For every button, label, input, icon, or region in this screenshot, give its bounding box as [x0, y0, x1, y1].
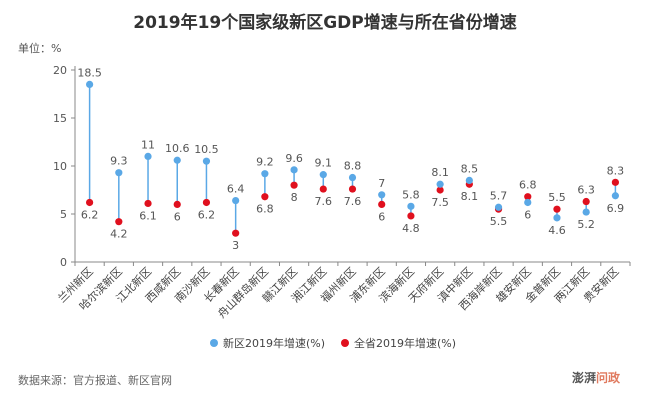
new-district-label-17: 5.2	[577, 218, 595, 231]
new-district-label-14: 5.7	[490, 189, 508, 202]
new-district-dot-0	[86, 80, 94, 88]
new-district-dot-3	[173, 156, 181, 164]
province-label-13: 8.1	[461, 190, 479, 203]
province-label-7: 8	[291, 191, 298, 204]
new-district-label-6: 9.2	[256, 156, 274, 169]
province-label-15: 6.8	[519, 179, 537, 192]
province-dot-9	[348, 185, 357, 193]
watermark-accent: 问政	[596, 371, 621, 385]
new-district-dot-13	[465, 176, 473, 184]
province-dot-12	[436, 186, 444, 194]
province-label-4: 6.2	[198, 208, 216, 221]
y-tick-label-1: 5	[60, 208, 67, 221]
province-label-0: 6.2	[81, 208, 99, 221]
new-district-dot-6	[261, 170, 269, 178]
extra-label-0: 6	[524, 208, 531, 221]
new-district-dot-1	[115, 169, 123, 177]
province-dot-8	[319, 185, 327, 193]
y-tick-label-2: 10	[53, 160, 67, 173]
new-district-dot-11	[407, 202, 415, 210]
province-label-12: 7.5	[431, 196, 449, 209]
new-district-label-13: 8.5	[461, 162, 479, 175]
new-district-dot-9	[348, 173, 357, 182]
province-label-10: 6	[378, 210, 385, 223]
new-district-label-16: 4.6	[548, 224, 566, 237]
new-district-dot-8	[319, 171, 327, 179]
new-district-label-12: 8.1	[431, 166, 449, 179]
watermark-main: 澎湃	[572, 371, 597, 385]
new-district-label-0: 18.5	[77, 66, 102, 79]
new-district-label-8: 9.1	[315, 157, 333, 170]
province-dot-7	[290, 181, 298, 189]
province-dot-11	[407, 212, 415, 220]
province-label-3: 6	[174, 210, 181, 223]
new-district-label-5: 6.4	[227, 183, 245, 196]
legend-province-label: 全省2019年增速(%)	[354, 336, 456, 350]
new-district-label-18: 6.9	[607, 202, 625, 215]
new-district-dot-2	[144, 152, 152, 160]
province-label-18: 8.3	[607, 164, 625, 177]
province-dot-6	[261, 193, 269, 201]
new-district-dot-5	[232, 196, 240, 205]
province-label-17: 6.3	[577, 184, 595, 197]
province-dot-10	[378, 200, 386, 208]
province-label-14: 5.5	[490, 215, 508, 228]
new-district-dot-4	[202, 157, 211, 165]
new-district-label-11: 5.8	[402, 188, 420, 201]
province-label-1: 4.2	[110, 228, 128, 241]
new-district-dot-7	[290, 166, 298, 174]
new-district-dot-18	[611, 192, 619, 200]
province-label-8: 7.6	[315, 195, 333, 208]
legend-new-district-dot	[210, 339, 218, 347]
province-label-9: 7.6	[344, 195, 362, 208]
province-label-5: 3	[232, 239, 239, 252]
province-label-6: 6.8	[256, 203, 274, 216]
province-label-11: 4.8	[402, 222, 420, 235]
legend-new-district-label: 新区2019年增速(%)	[223, 336, 325, 350]
source-note: 数据来源：官方报道、新区官网	[18, 374, 172, 387]
new-district-label-10: 7	[378, 177, 385, 190]
province-dot-16	[553, 205, 561, 213]
province-dot-2	[144, 199, 152, 208]
new-district-dot-16	[553, 214, 561, 222]
new-district-label-7: 9.6	[285, 152, 303, 165]
province-dot-0	[86, 198, 94, 207]
watermark-logo: 澎湃问政	[572, 369, 620, 386]
province-label-16: 5.5	[548, 191, 566, 204]
new-district-label-1: 9.3	[110, 155, 128, 168]
province-dot-18	[611, 178, 619, 186]
legend-province-dot	[341, 339, 349, 347]
y-tick-label-4: 20	[53, 64, 67, 77]
y-tick-label-3: 15	[53, 112, 67, 125]
province-dot-17	[582, 197, 590, 206]
province-dot-1	[115, 218, 123, 226]
province-dot-3	[173, 200, 181, 208]
province-dot-4	[202, 198, 211, 207]
new-district-dot-10	[378, 191, 386, 199]
province-label-2: 6.1	[139, 209, 157, 222]
new-district-dot-14	[494, 203, 503, 211]
new-district-label-4: 10.5	[194, 143, 219, 156]
new-district-label-2: 11	[141, 138, 155, 151]
province-dot-15	[524, 193, 532, 201]
new-district-label-9: 8.8	[344, 160, 362, 173]
unit-label: 单位：%	[18, 42, 62, 55]
new-district-dot-12	[436, 180, 444, 188]
new-district-dot-17	[582, 208, 590, 216]
y-tick-label-0: 0	[60, 256, 67, 269]
chart-title: 2019年19个国家级新区GDP增速与所在省份增速	[133, 13, 517, 33]
new-district-dot-15	[524, 198, 532, 207]
province-dot-5	[232, 229, 240, 237]
new-district-label-3: 10.6	[165, 142, 190, 155]
